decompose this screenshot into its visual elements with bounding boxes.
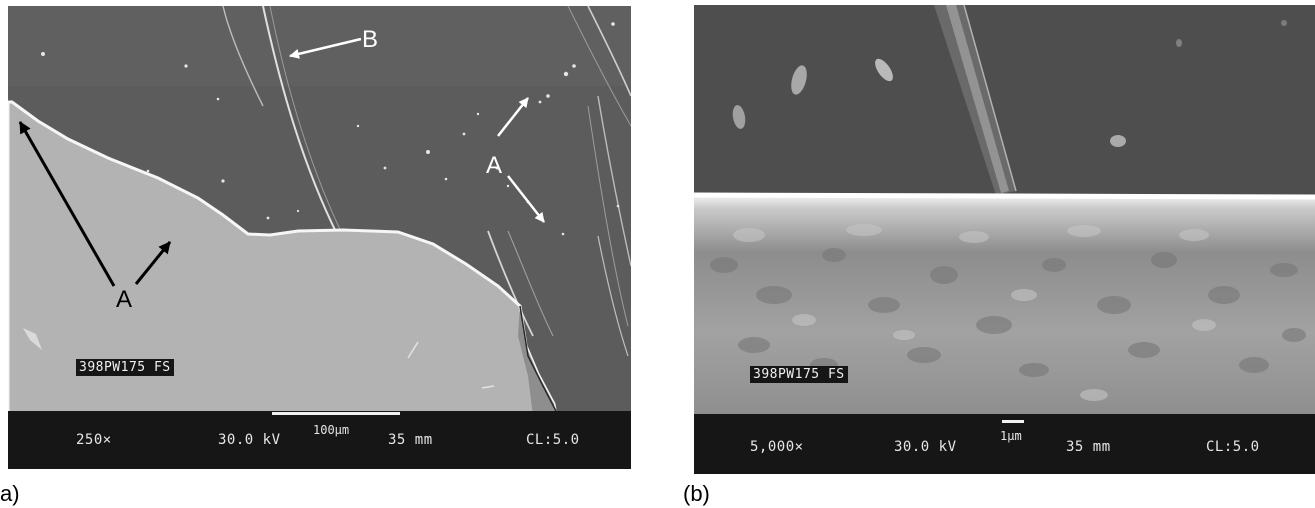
sample-label: 398PW175 FS: [750, 366, 848, 383]
cl-readout: CL:5.0: [526, 432, 580, 448]
scale-bar: [272, 412, 400, 415]
sample-label: 398PW175 FS: [76, 359, 174, 376]
sem-micrograph-b: 398PW175 FS 5,000× 30.0 kV 1µm 35 mm CL:…: [694, 5, 1315, 474]
sem-micrograph-a: B A A 398PW175 FS 250× 30.0 kV 100µm 35 …: [8, 6, 631, 469]
voltage-readout: 30.0 kV: [894, 439, 957, 455]
magnification-readout: 5,000×: [750, 439, 804, 455]
annotation-label-a-light: A: [116, 286, 133, 313]
scale-label: 1µm: [1000, 429, 1022, 443]
caption-b: (b): [683, 481, 710, 506]
magnification-readout: 250×: [76, 432, 112, 448]
voltage-readout: 30.0 kV: [218, 432, 281, 448]
working-distance-readout: 35 mm: [388, 432, 433, 448]
scale-bar: [1002, 420, 1024, 423]
scale-label: 100µm: [313, 423, 350, 437]
sem-info-bar: 250× 30.0 kV 100µm 35 mm CL:5.0: [8, 411, 631, 469]
cl-readout: CL:5.0: [1206, 439, 1260, 455]
micrograph-a-image: [8, 6, 631, 469]
annotation-label-b: B: [362, 26, 379, 53]
annotation-label-a-dark: A: [486, 152, 503, 179]
sem-info-bar: 5,000× 30.0 kV 1µm 35 mm CL:5.0: [694, 414, 1315, 474]
caption-a: a): [0, 481, 20, 506]
micrograph-b-image: [694, 5, 1315, 425]
working-distance-readout: 35 mm: [1066, 439, 1111, 455]
